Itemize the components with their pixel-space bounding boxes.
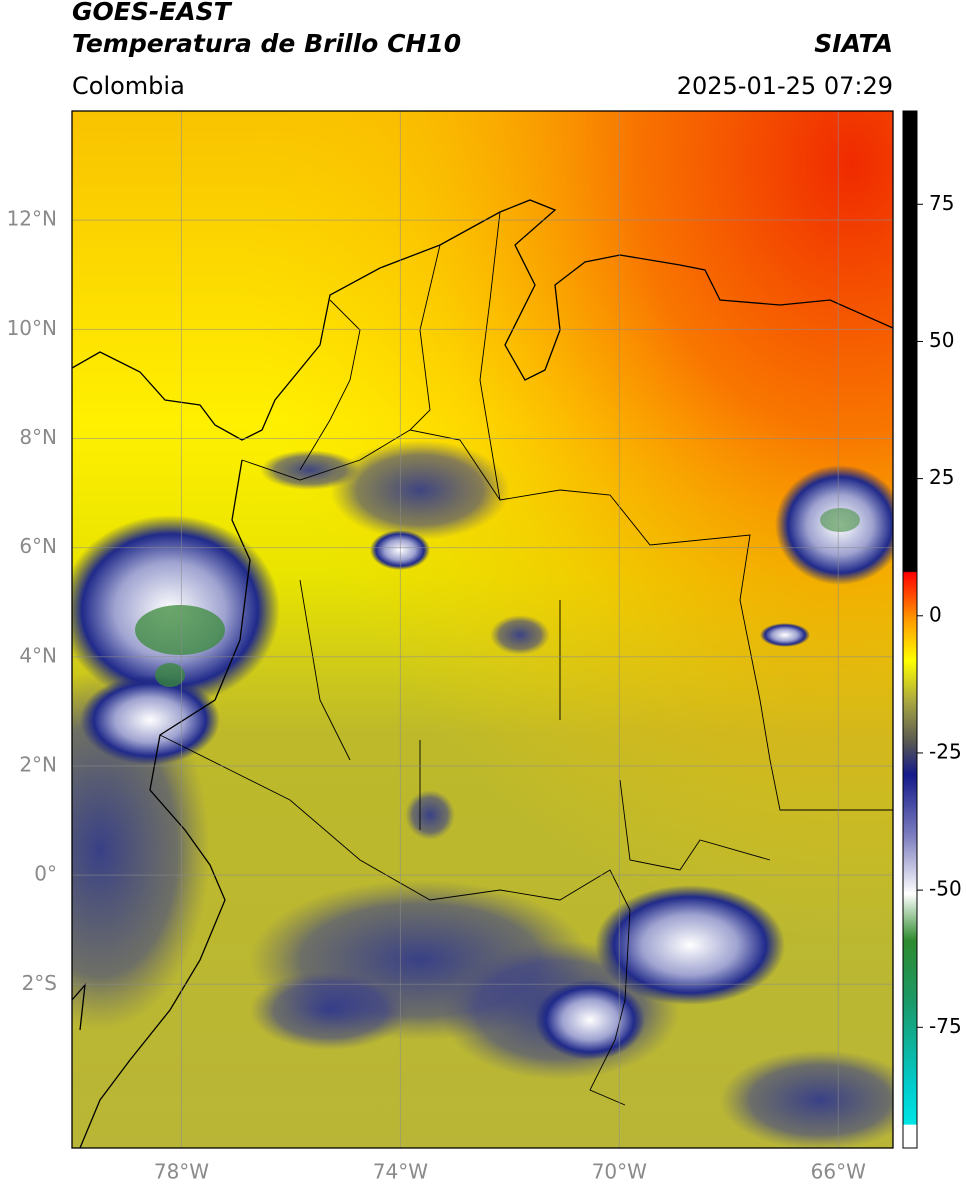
lat-tick-label: 2°S (22, 971, 57, 995)
colorbar-tick-label: -50 (929, 877, 962, 901)
colorbar-tick-label: -75 (929, 1014, 962, 1038)
region-label: Colombia (72, 72, 185, 100)
product-title: Temperatura de Brillo CH10 (72, 29, 461, 58)
lat-tick-label: 6°N (19, 534, 57, 558)
lon-tick-label: 78°W (154, 1160, 209, 1184)
coastlines (72, 199, 893, 1148)
lon-tick-label: 70°W (592, 1160, 647, 1184)
lon-tick-label: 66°W (811, 1160, 866, 1184)
lat-tick-label: 2°N (19, 752, 57, 776)
lat-tick-label: 12°N (7, 207, 57, 231)
colorbar-tick-label: 25 (929, 465, 954, 489)
lat-tick-label: 10°N (7, 316, 57, 340)
colorbar-tick-label: 50 (929, 328, 954, 352)
lon-tick-label: 74°W (373, 1160, 428, 1184)
lat-tick-label: 4°N (19, 643, 57, 667)
colorbar-tick-label: -25 (929, 739, 962, 763)
satellite-title: GOES-EAST (72, 0, 233, 26)
lat-tick-label: 8°N (19, 425, 57, 449)
borders (159, 211, 893, 1106)
colorbar-tick-label: 75 (929, 191, 954, 215)
datetime-label: 2025-01-25 07:29 (677, 72, 893, 100)
map-image (72, 111, 893, 1148)
grid (72, 111, 893, 1148)
map-frame (71, 110, 894, 1149)
source-label: SIATA (814, 29, 893, 58)
lat-tick-label: 0° (34, 862, 57, 886)
cloud-cover (72, 440, 893, 1148)
colorbar (902, 110, 918, 1149)
colorbar-tick-label: 0 (929, 602, 942, 626)
